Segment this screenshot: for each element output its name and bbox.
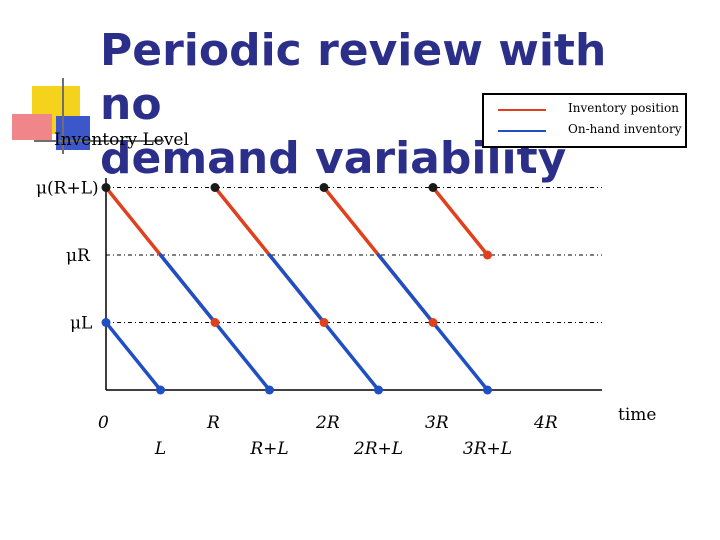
on-hand-segment-0	[104, 320, 163, 392]
legend-item-inventory-position: Inventory position	[492, 101, 682, 119]
data-point-11	[483, 385, 492, 395]
decor-vertical-rule	[62, 78, 64, 154]
x-tick-label-top-4: 4R	[533, 413, 558, 433]
x-tick-label-bottom-1: R+L	[249, 439, 288, 459]
page-title: Periodic review with no demand variabili…	[100, 24, 660, 186]
decor-blue-square	[56, 116, 90, 150]
y-tick-label-2: μL	[70, 314, 92, 334]
data-point-3	[428, 183, 438, 192]
data-point-8	[156, 385, 165, 395]
x-tick-label-bottom-0: L	[154, 439, 166, 459]
title-line-1: Periodic review with no	[100, 25, 607, 130]
data-point-5	[319, 318, 329, 327]
x-axis-label: time	[618, 405, 656, 425]
legend: Inventory position On-hand inventory	[482, 93, 687, 148]
x-tick-label-bottom-3: 3R+L	[463, 439, 512, 459]
legend-swatch-on-hand-inventory	[498, 130, 546, 132]
decor-horizontal-rule	[34, 140, 164, 142]
x-tick-label-top-1: R	[206, 413, 220, 433]
legend-label-on-hand-inventory: On-hand inventory	[568, 122, 682, 136]
y-axis-label: Inventory Level	[54, 130, 189, 150]
x-tick-label-top-0: 0	[98, 413, 109, 433]
legend-swatch-inventory-position	[498, 109, 546, 111]
data-point-9	[265, 385, 274, 395]
y-tick-label-1: μR	[66, 246, 91, 266]
data-point-7	[483, 250, 492, 260]
data-point-4	[210, 318, 220, 327]
data-point-6	[428, 318, 438, 327]
x-tick-label-top-2: 2R	[315, 413, 340, 433]
inventory-position-segment-3	[431, 185, 490, 257]
data-point-1	[210, 183, 220, 192]
data-point-2	[319, 183, 329, 192]
decor-red-square	[12, 114, 52, 140]
legend-item-on-hand-inventory: On-hand inventory	[492, 122, 682, 140]
data-point-10	[374, 385, 383, 395]
x-tick-label-bottom-2: 2R+L	[353, 439, 403, 459]
x-tick-label-top-3: 3R	[425, 413, 449, 433]
y-tick-label-0: μ(R+L)	[36, 179, 99, 199]
legend-label-inventory-position: Inventory position	[568, 101, 679, 115]
data-point-12	[101, 318, 111, 327]
data-point-0	[101, 183, 111, 192]
